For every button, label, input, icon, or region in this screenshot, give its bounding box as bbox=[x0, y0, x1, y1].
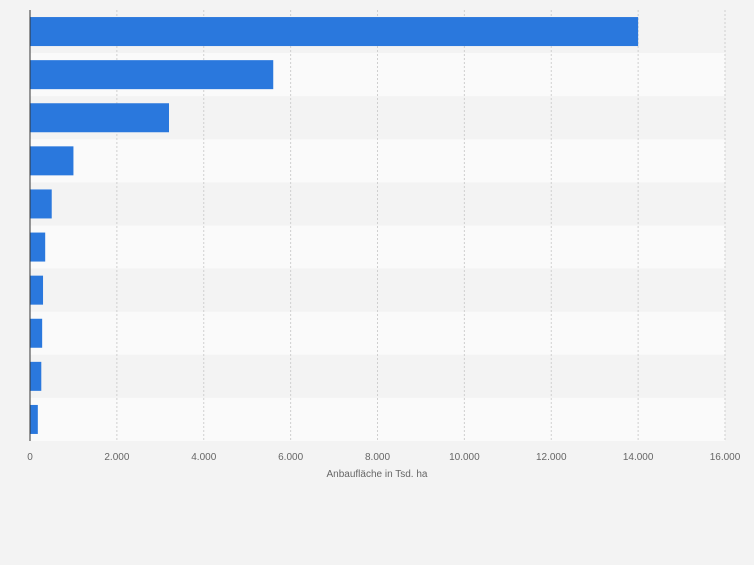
bar bbox=[30, 60, 274, 90]
bar bbox=[30, 361, 42, 391]
bar bbox=[30, 17, 639, 47]
bar bbox=[30, 404, 38, 434]
x-tick-label: 6.000 bbox=[278, 452, 303, 463]
x-tick-label: 8.000 bbox=[365, 452, 390, 463]
bar bbox=[30, 232, 46, 262]
x-tick-label: 0 bbox=[27, 452, 33, 463]
bar bbox=[30, 189, 52, 219]
x-tick-label: 16.000 bbox=[710, 452, 741, 463]
x-tick-label: 12.000 bbox=[536, 452, 567, 463]
x-tick-label: 10.000 bbox=[449, 452, 480, 463]
bar bbox=[30, 146, 74, 176]
bar bbox=[30, 318, 43, 348]
x-tick-label: 4.000 bbox=[191, 452, 216, 463]
bars bbox=[30, 17, 639, 434]
x-tick-label: 14.000 bbox=[623, 452, 654, 463]
x-axis-label: Anbaufläche in Tsd. ha bbox=[326, 469, 427, 480]
bar bbox=[30, 275, 44, 305]
bar bbox=[30, 103, 169, 133]
x-tick-labels: 0 2.000 4.000 6.000 8.000 10.000 12.000 14.000 1… bbox=[27, 452, 741, 463]
x-tick-label: 2.000 bbox=[104, 452, 129, 463]
